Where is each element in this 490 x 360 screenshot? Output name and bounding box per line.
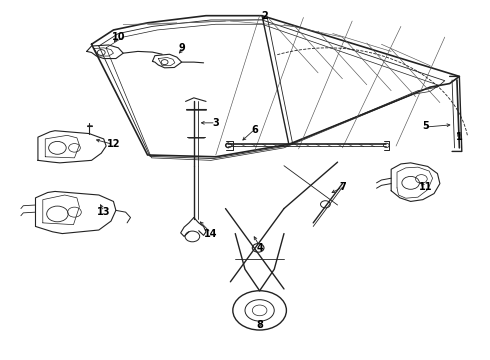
Text: 9: 9 xyxy=(178,43,185,53)
Text: 6: 6 xyxy=(251,125,258,135)
Text: 13: 13 xyxy=(97,207,110,217)
Text: 2: 2 xyxy=(261,11,268,21)
Text: 11: 11 xyxy=(418,182,432,192)
Text: 8: 8 xyxy=(256,320,263,330)
Text: 10: 10 xyxy=(112,32,125,42)
Text: 12: 12 xyxy=(107,139,120,149)
Text: 4: 4 xyxy=(256,243,263,253)
Text: 1: 1 xyxy=(456,132,463,142)
Text: 5: 5 xyxy=(422,121,429,131)
Text: 7: 7 xyxy=(339,182,346,192)
Text: 14: 14 xyxy=(204,229,218,239)
Text: 3: 3 xyxy=(212,118,219,128)
